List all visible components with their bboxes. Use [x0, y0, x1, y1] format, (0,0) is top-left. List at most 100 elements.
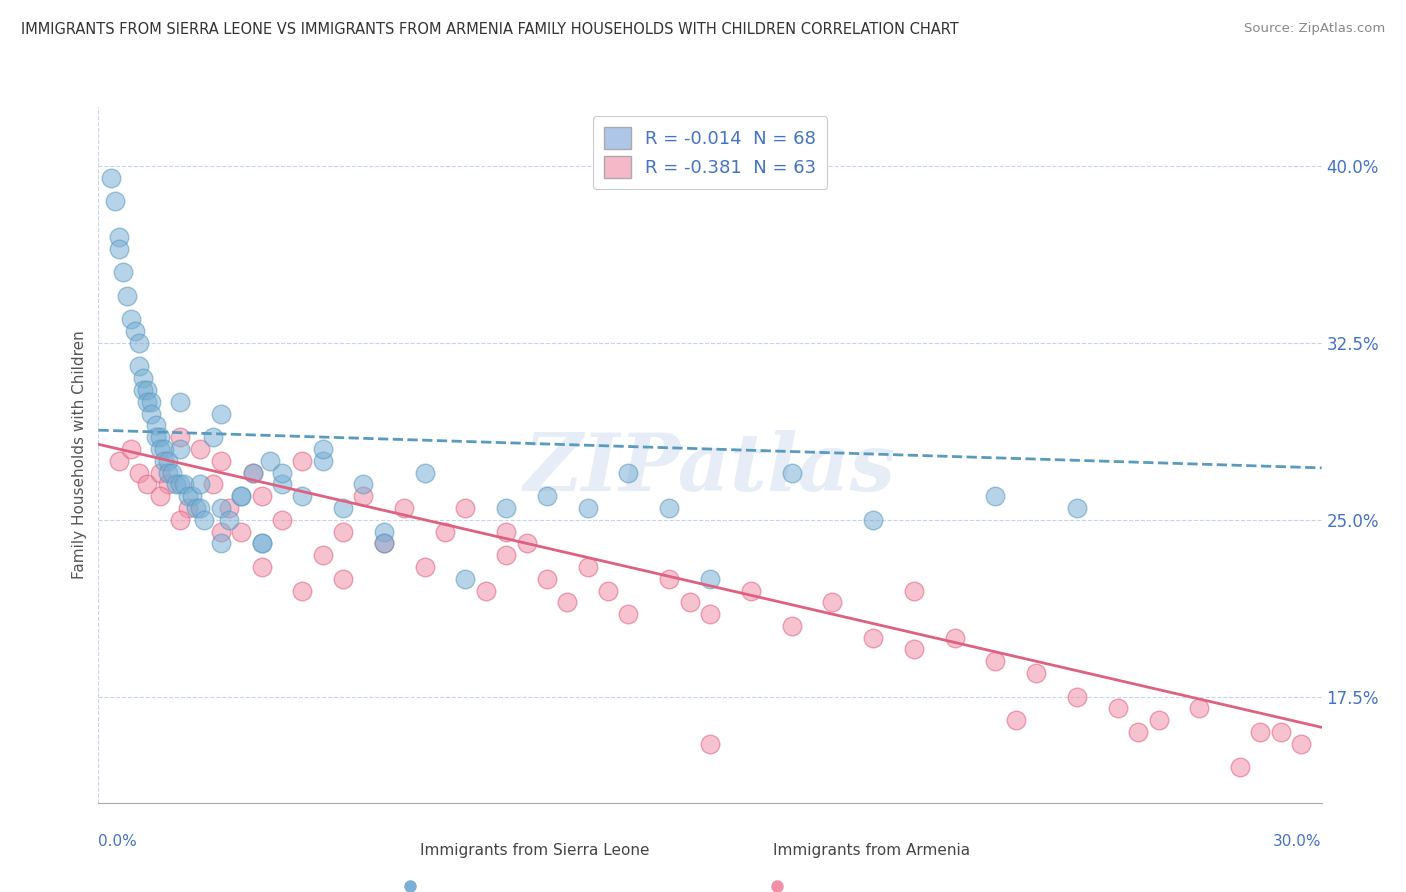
Point [218, 500, 240, 515]
Point [156, 477, 179, 491]
Point [699, 607, 721, 621]
Point [160, 466, 183, 480]
Point [740, 583, 762, 598]
Point [149, 442, 172, 456]
Y-axis label: Family Households with Children: Family Households with Children [72, 331, 87, 579]
Point [145, 430, 167, 444]
Point [862, 631, 884, 645]
Point [1147, 713, 1170, 727]
Point [186, 500, 208, 515]
Point [576, 560, 599, 574]
Point [332, 500, 354, 515]
Point [115, 289, 138, 303]
Point [152, 442, 174, 456]
Point [413, 560, 436, 574]
Point [270, 466, 294, 480]
Point [132, 371, 155, 385]
Point [188, 500, 212, 515]
Point [312, 442, 335, 456]
Point [136, 383, 159, 397]
Point [104, 194, 127, 209]
Point [149, 489, 172, 503]
Point [1291, 737, 1313, 751]
Point [136, 477, 159, 491]
Point [658, 572, 681, 586]
Point [209, 454, 232, 468]
Point [984, 654, 1007, 668]
Point [169, 513, 191, 527]
Text: Immigrants from Armenia: Immigrants from Armenia [773, 843, 970, 858]
Point [188, 477, 212, 491]
Point [270, 513, 294, 527]
Point [218, 513, 240, 527]
Point [454, 572, 477, 586]
Point [658, 500, 681, 515]
Point [352, 477, 374, 491]
Point [128, 359, 150, 374]
Point [699, 737, 721, 751]
Point [209, 407, 232, 421]
Point [1188, 701, 1211, 715]
Point [780, 466, 803, 480]
Point [312, 454, 335, 468]
Point [149, 466, 172, 480]
Point [193, 513, 215, 527]
Text: 0.0%: 0.0% [98, 834, 138, 849]
Point [291, 583, 314, 598]
Point [1066, 500, 1088, 515]
Point [495, 524, 517, 539]
Point [536, 489, 558, 503]
Point [1025, 666, 1047, 681]
Point [156, 466, 179, 480]
Point [1066, 690, 1088, 704]
Point [984, 489, 1007, 503]
Text: Source: ZipAtlas.com: Source: ZipAtlas.com [1244, 22, 1385, 36]
Point [169, 395, 191, 409]
Point [149, 430, 172, 444]
Point [132, 383, 155, 397]
Point [111, 265, 134, 279]
Point [1004, 713, 1026, 727]
Point [181, 489, 204, 503]
Point [291, 454, 314, 468]
Point [242, 466, 264, 480]
Point [169, 442, 191, 456]
Point [495, 548, 517, 562]
Point [536, 572, 558, 586]
Point [780, 619, 803, 633]
Point [862, 513, 884, 527]
Text: ZIPatlas: ZIPatlas [524, 430, 896, 508]
Point [373, 536, 395, 550]
Point [413, 466, 436, 480]
Point [555, 595, 579, 609]
Point [576, 500, 599, 515]
Point [100, 170, 122, 185]
Point [392, 500, 416, 515]
Point [454, 500, 477, 515]
Point [209, 524, 232, 539]
Point [1229, 760, 1251, 774]
Point [145, 418, 167, 433]
Point [231, 524, 253, 539]
Point [943, 631, 966, 645]
Point [250, 489, 273, 503]
Text: Immigrants from Sierra Leone: Immigrants from Sierra Leone [419, 843, 650, 858]
Point [120, 442, 142, 456]
Point [821, 595, 844, 609]
Point [209, 536, 232, 550]
Point [516, 536, 538, 550]
Point [156, 454, 179, 468]
Point [128, 466, 150, 480]
Point [177, 489, 200, 503]
Point [617, 466, 640, 480]
Point [332, 524, 354, 539]
Point [250, 560, 273, 574]
Point [120, 312, 142, 326]
Point [474, 583, 498, 598]
Point [270, 477, 294, 491]
Point [169, 430, 191, 444]
Point [152, 454, 174, 468]
Point [373, 536, 395, 550]
Point [209, 500, 232, 515]
Point [169, 477, 191, 491]
